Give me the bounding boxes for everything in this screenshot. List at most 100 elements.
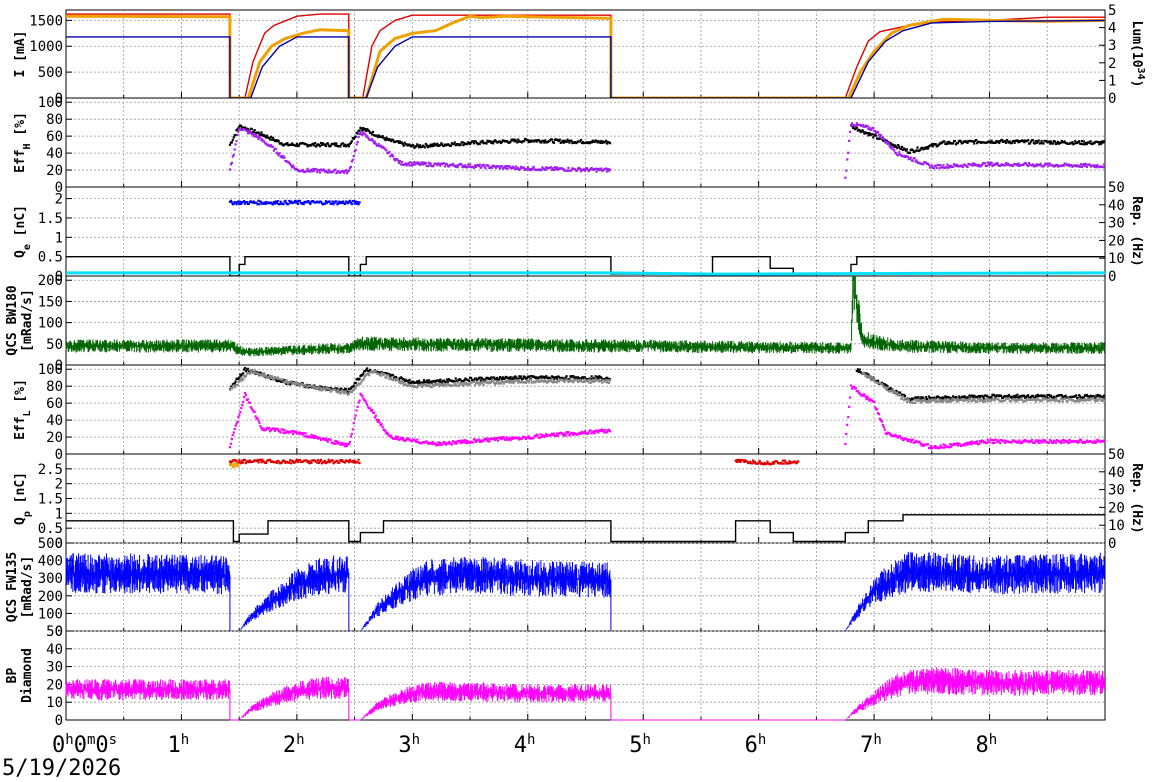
data-point [269,144,273,147]
data-point [396,159,400,162]
data-point [1080,165,1084,169]
data-point [294,144,298,147]
data-point [432,164,435,167]
data-point [412,163,415,166]
data-point [357,135,360,139]
data-point [594,167,597,170]
data-point [551,375,555,379]
data-point [318,171,322,174]
data-point [343,171,346,174]
data-point [956,142,960,145]
data-point [334,387,337,390]
data-point [430,386,433,389]
data-point [244,374,248,377]
data-point [270,375,274,378]
data-point [875,134,878,137]
data-point [290,200,293,203]
data-point [1023,141,1026,144]
data-point [870,129,873,132]
data-point [319,386,323,390]
data-point [1080,139,1084,143]
data-point [415,145,418,148]
y-tick-label: 60 [46,129,63,145]
data-point [367,372,370,375]
data-point [347,392,351,396]
data-point [925,161,928,164]
data-point [1017,162,1020,165]
data-point [315,145,318,148]
data-point [343,144,346,148]
data-point [508,165,511,168]
panel-p4: 0 50 100 150 200 QCS BW180 [mRad/s] [5,273,1106,374]
data-point [986,400,989,403]
data-point [522,140,526,143]
data-point [426,381,429,384]
data-point [428,145,431,148]
data-point [301,383,304,386]
data-point [1085,143,1088,146]
data-point [901,395,905,398]
data-point [1063,140,1066,143]
data-point [866,132,869,135]
data-point [361,133,364,136]
data-point [374,142,377,145]
data-point [515,140,518,143]
data-point [939,164,942,167]
data-point [509,375,512,379]
data-point [973,397,976,401]
data-point [430,145,433,148]
data-point [363,376,366,379]
data-point [487,164,490,167]
data-point [947,166,950,169]
data-point [232,384,235,387]
data-point [323,387,326,390]
data-point [445,378,449,381]
data-point [316,171,319,174]
data-point [540,378,543,381]
data-point [1014,398,1017,401]
data-point [876,130,880,134]
data-point [239,200,242,203]
data-point [989,163,992,166]
data-point [252,371,255,374]
data-point [534,381,537,384]
y-right-tick-label: 50 [1108,180,1125,196]
data-point [416,386,419,389]
data-point [1047,399,1050,402]
data-point [273,202,276,205]
data-point [983,400,986,403]
data-point [398,159,402,163]
data-point [408,143,411,146]
data-point [549,376,552,379]
data-point [554,376,558,379]
data-point [858,129,861,132]
data-point [849,130,852,133]
data-point [910,400,913,403]
data-point [439,164,442,167]
data-point [901,148,905,151]
data-point [266,134,269,137]
data-point [550,168,554,171]
data-point [976,142,979,145]
data-point [306,386,309,389]
data-point [289,201,292,204]
data-point [504,167,507,170]
data-point [525,377,529,380]
data-point [469,142,472,146]
data-point [872,379,875,382]
data-point [251,133,254,136]
data-point [878,381,882,385]
data-point [1089,140,1092,143]
data-point [998,141,1001,145]
data-point [332,170,335,173]
data-point [1045,397,1048,401]
series-orange [65,14,1106,100]
data-point [915,159,918,162]
data-point [578,380,581,383]
data-point [230,201,233,204]
data-point [334,144,337,147]
data-point [1013,399,1016,402]
data-point [1012,140,1015,143]
data-point [973,142,976,145]
